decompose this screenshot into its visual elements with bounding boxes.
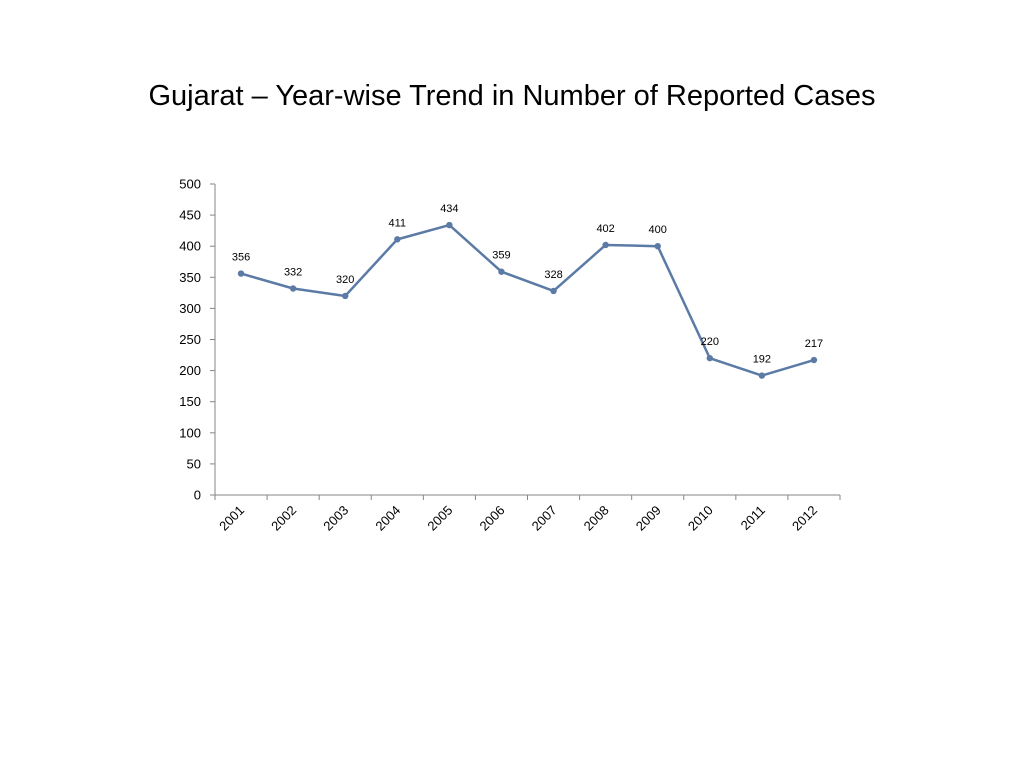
data-point xyxy=(602,241,609,249)
data-point xyxy=(706,354,713,362)
y-tick-label: 400 xyxy=(179,239,201,254)
data-label: 320 xyxy=(336,274,354,286)
y-tick-label: 200 xyxy=(179,363,201,378)
data-point xyxy=(237,270,245,277)
x-tick-label: 2010 xyxy=(685,503,716,534)
data-point xyxy=(342,292,349,300)
data-label: 220 xyxy=(701,336,719,348)
chart-series xyxy=(237,221,818,379)
series-line xyxy=(240,223,815,377)
data-point xyxy=(550,287,557,295)
data-point xyxy=(654,243,661,250)
y-tick-label: 350 xyxy=(179,270,201,285)
x-tick-label: 2003 xyxy=(320,503,351,534)
data-point xyxy=(394,236,401,243)
x-tick-label: 2008 xyxy=(581,503,612,534)
x-tick-label: 2006 xyxy=(477,503,508,534)
data-label: 402 xyxy=(596,223,614,235)
data-point xyxy=(289,285,297,292)
y-tick-label: 450 xyxy=(179,208,201,223)
data-label: 411 xyxy=(389,217,407,229)
y-tick-label: 150 xyxy=(179,394,201,409)
y-tick-label: 300 xyxy=(179,301,201,316)
x-tick-label: 2005 xyxy=(424,503,455,534)
data-label: 332 xyxy=(284,266,302,278)
x-tick-label: 2011 xyxy=(738,503,768,533)
page-title: Gujarat – Year-wise Trend in Number of R… xyxy=(148,80,876,112)
x-tick-label: 2009 xyxy=(633,503,664,534)
data-point xyxy=(498,268,505,275)
data-label: 192 xyxy=(753,354,771,366)
data-point xyxy=(446,221,453,229)
data-point xyxy=(758,372,766,379)
y-tick-label: 250 xyxy=(179,332,201,347)
chart-labels: 0 50 100 150 200 250 300 350 400 450 500 2001 2002 20… xyxy=(179,177,823,534)
x-tick-label: 2004 xyxy=(372,503,403,534)
data-label: 434 xyxy=(440,203,458,215)
data-point xyxy=(810,356,818,364)
data-label: 400 xyxy=(649,224,667,236)
data-label: 356 xyxy=(232,252,250,264)
x-tick-label: 2012 xyxy=(789,503,820,534)
y-tick-label: 500 xyxy=(179,177,201,192)
x-tick-label: 2002 xyxy=(268,503,299,534)
data-label: 359 xyxy=(492,250,510,262)
y-tick-label: 50 xyxy=(187,456,201,471)
y-tick-label: 100 xyxy=(179,425,201,440)
x-tick-label: 2007 xyxy=(529,503,560,534)
data-label: 217 xyxy=(805,338,823,350)
y-tick-label: 0 xyxy=(194,488,201,503)
chart-axes xyxy=(210,183,841,500)
x-tick-label: 2001 xyxy=(216,503,247,534)
data-label: 328 xyxy=(544,269,562,281)
